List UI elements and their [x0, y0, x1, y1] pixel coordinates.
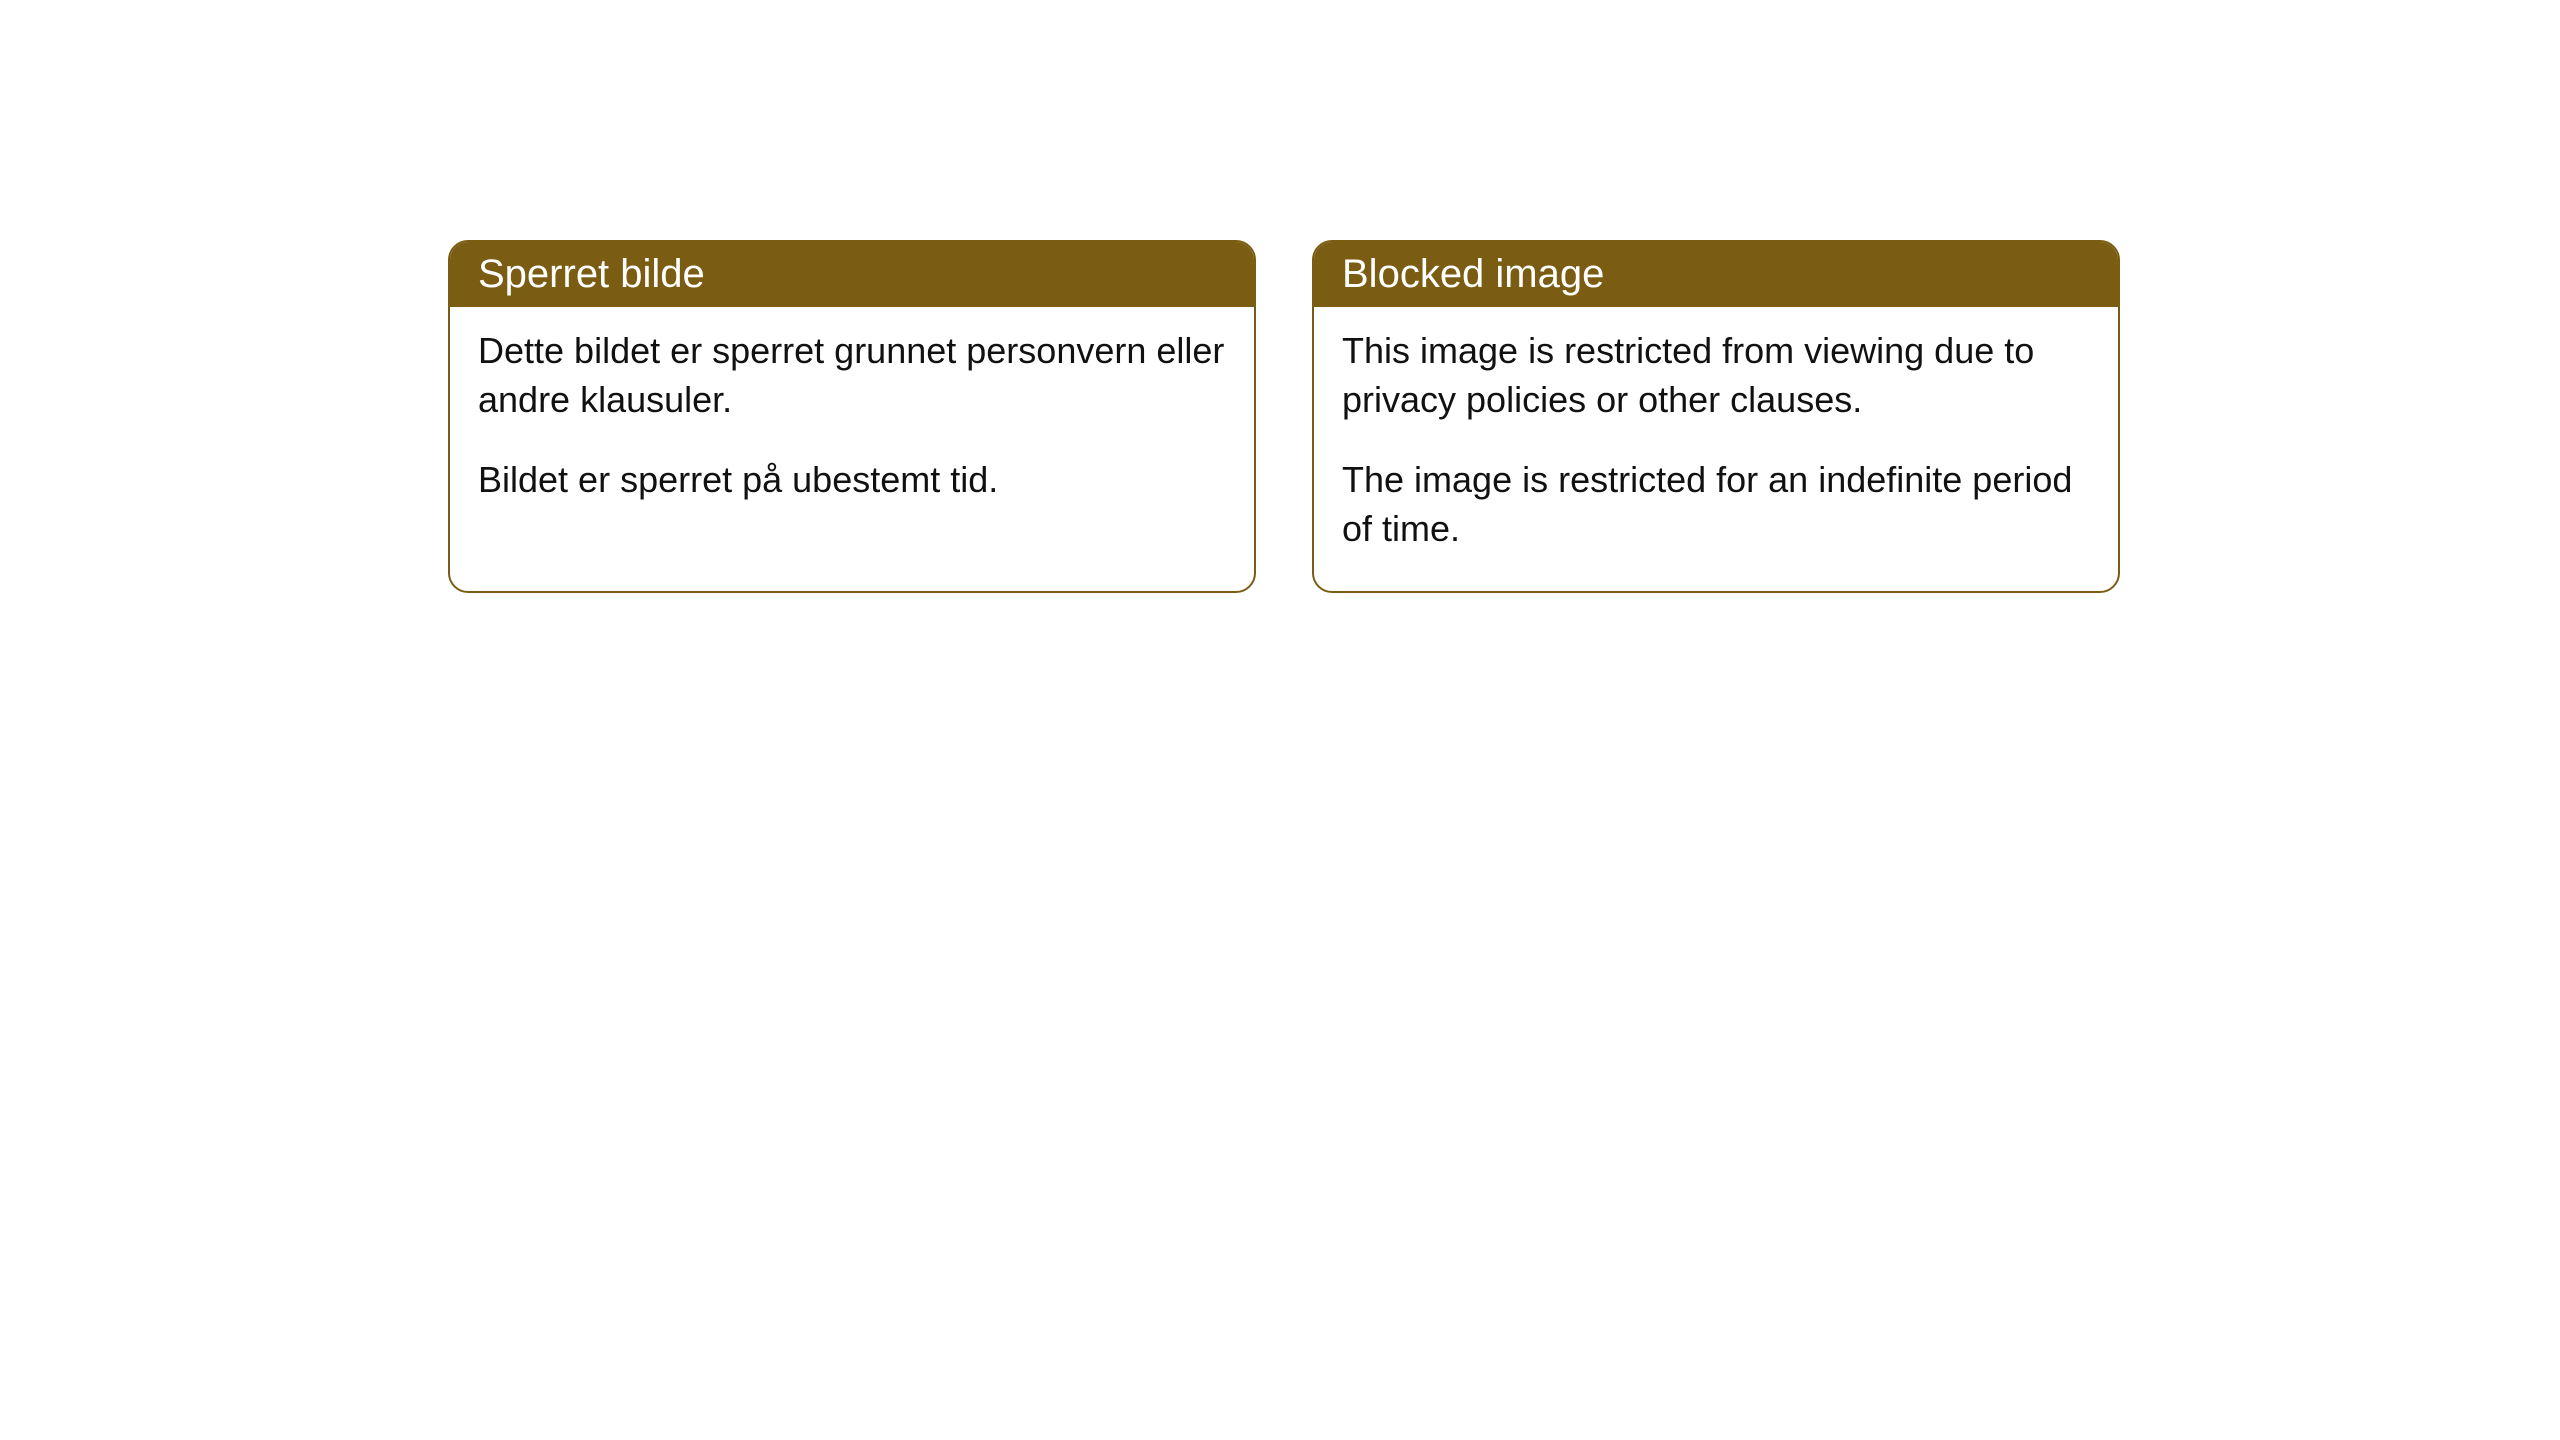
card-text-en-1: This image is restricted from viewing du… — [1342, 327, 2090, 424]
blocked-image-card-no: Sperret bilde Dette bildet er sperret gr… — [448, 240, 1256, 593]
blocked-image-card-en: Blocked image This image is restricted f… — [1312, 240, 2120, 593]
card-header-en: Blocked image — [1314, 242, 2118, 307]
card-text-en-2: The image is restricted for an indefinit… — [1342, 456, 2090, 553]
card-body-no: Dette bildet er sperret grunnet personve… — [450, 307, 1254, 543]
card-header-no: Sperret bilde — [450, 242, 1254, 307]
card-body-en: This image is restricted from viewing du… — [1314, 307, 2118, 591]
card-text-no-1: Dette bildet er sperret grunnet personve… — [478, 327, 1226, 424]
card-text-no-2: Bildet er sperret på ubestemt tid. — [478, 456, 1226, 505]
notice-container: Sperret bilde Dette bildet er sperret gr… — [0, 0, 2560, 593]
